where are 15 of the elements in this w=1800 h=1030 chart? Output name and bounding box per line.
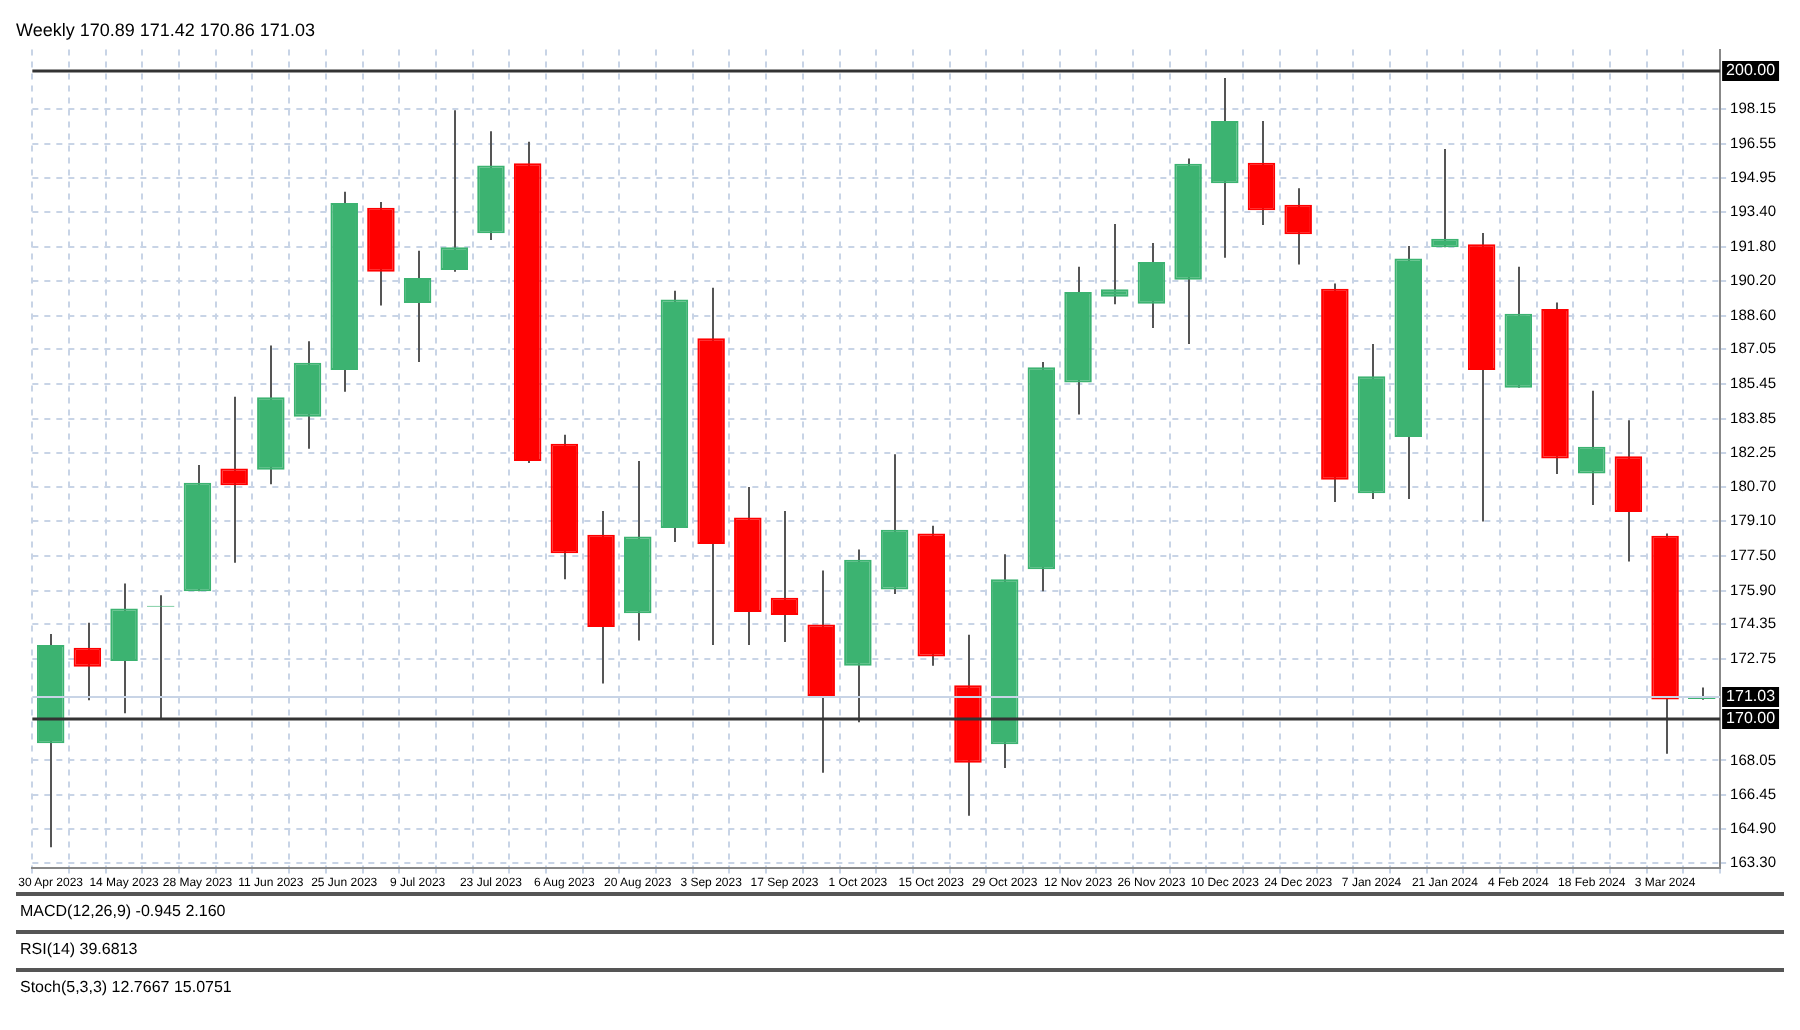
candlestick (1100, 223, 1129, 306)
text: Stoch(5,3,3) 12.7667 15.0751 (16, 968, 1784, 1006)
candlestick (220, 395, 248, 564)
text: RSI(14) 39.6813 (16, 930, 1784, 968)
candlestick (440, 109, 469, 273)
ref-line-label: 171.03 (1726, 687, 1777, 706)
text: MACD(12,26,9) -0.945 2.160 (16, 892, 1784, 930)
candlestick (1137, 242, 1166, 330)
ref-line-label: 170.00 (1726, 709, 1777, 728)
chart-title: Weekly 170.89 171.42 170.86 171.03 (16, 19, 315, 40)
candlestick (1431, 147, 1459, 249)
candlestick (770, 509, 799, 643)
candlestick (1247, 120, 1276, 227)
candlestick (73, 621, 102, 702)
ref-line-label: 200.00 (1726, 61, 1777, 80)
